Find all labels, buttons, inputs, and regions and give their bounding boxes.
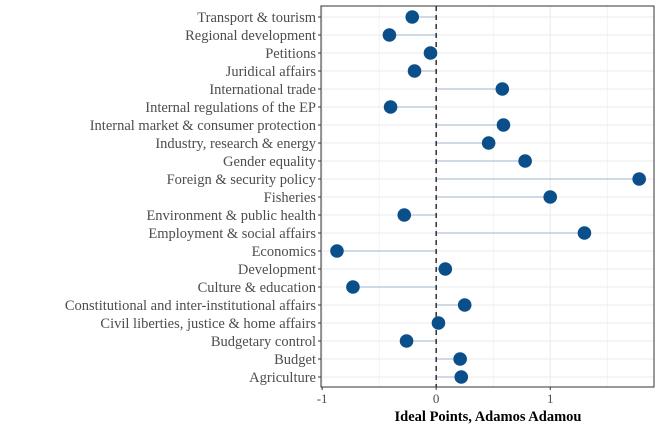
data-point <box>397 208 412 222</box>
data-point <box>518 154 532 168</box>
y-axis-labels: Transport & tourism Regional development P… <box>65 10 321 386</box>
data-point <box>423 46 438 60</box>
data-point <box>399 334 414 348</box>
y-axis-label: Foreign & security policy <box>167 172 317 188</box>
y-axis-label: Gender equality <box>223 154 317 170</box>
y-axis-label: Budgetary control <box>211 334 316 350</box>
y-axis-label: Employment & social affairs <box>148 226 316 242</box>
data-point <box>543 190 558 204</box>
x-tick-label: 0 <box>433 391 440 406</box>
data-point <box>330 244 344 258</box>
y-axis-label: Culture & education <box>198 280 317 296</box>
y-axis-label: Transport & tourism <box>197 10 316 26</box>
data-point <box>382 28 397 42</box>
y-axis-label: Fisheries <box>264 190 317 206</box>
y-axis-label: Development <box>238 262 316 278</box>
x-axis-title: Ideal Points, Adamos Adamou <box>395 409 582 425</box>
data-point <box>407 64 422 78</box>
data-point <box>405 10 420 24</box>
x-tick-label: -1 <box>317 391 328 406</box>
y-axis-label: Economics <box>252 244 317 260</box>
y-axis-label: Internal market & consumer protection <box>90 118 317 134</box>
x-axis-ticks: -1 0 1 <box>317 387 554 406</box>
data-point <box>632 172 646 186</box>
data-point <box>346 280 360 294</box>
y-axis-label: Constitutional and inter-institutional a… <box>65 298 316 314</box>
data-point <box>438 262 453 276</box>
y-axis-label: Agriculture <box>249 370 316 386</box>
y-axis-label: Budget <box>274 352 316 368</box>
points <box>330 10 646 384</box>
data-point <box>454 370 469 384</box>
y-axis-label: Industry, research & energy <box>155 136 316 152</box>
data-point <box>453 352 467 366</box>
grid-lines <box>321 6 654 387</box>
y-axis-label: Environment & public health <box>146 208 316 224</box>
data-point <box>577 226 592 240</box>
y-axis-label: Juridical affairs <box>226 64 317 80</box>
y-axis-label: Internal regulations of the EP <box>145 100 316 116</box>
y-axis-label: Civil liberties, justice & home affairs <box>100 316 316 332</box>
data-point <box>496 118 511 132</box>
data-point <box>495 82 510 96</box>
data-point <box>383 100 398 114</box>
data-point <box>431 316 446 330</box>
x-tick-label: 1 <box>547 391 554 406</box>
y-axis-label: Regional development <box>185 28 316 44</box>
y-axis-label: International trade <box>209 82 316 98</box>
data-point <box>457 298 472 312</box>
y-axis-label: Petitions <box>265 46 316 62</box>
data-point <box>481 136 496 150</box>
